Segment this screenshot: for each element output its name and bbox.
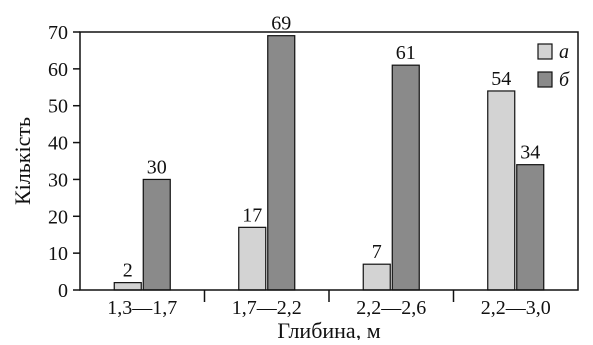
x-tick-label: 2,2—3,0: [481, 297, 551, 319]
data-label: 7: [372, 241, 382, 263]
y-tick-label: 40: [48, 133, 68, 155]
bar-series-b: [391, 64, 420, 291]
bar-series-a: [113, 282, 142, 291]
x-axis-title: Глибина, м: [277, 318, 380, 340]
data-label: 2: [123, 260, 133, 282]
x-axis: 1,3—1,7 1,7—2,2 2,2—2,6 2,2—3,0: [107, 290, 551, 319]
legend-label: а: [559, 41, 569, 63]
data-label: 54: [491, 68, 511, 90]
legend: аб: [537, 41, 570, 91]
data-label: 61: [396, 42, 416, 64]
x-tick-label: 1,3—1,7: [107, 297, 177, 319]
y-tick-label: 10: [48, 243, 68, 265]
y-tick-label: 70: [48, 22, 68, 44]
x-tick-label: 1,7—2,2: [232, 297, 302, 319]
data-label: 17: [242, 204, 262, 226]
y-tick-label: 20: [48, 206, 68, 228]
x-tick-label: 2,2—2,6: [356, 297, 426, 319]
legend-swatch: [537, 71, 553, 88]
bar-series-a: [487, 90, 516, 291]
y-tick-label: 30: [48, 169, 68, 191]
y-axis: 0 10 20 30 40 50 60 70: [48, 22, 80, 302]
legend-label: б: [559, 69, 570, 91]
bar-series-b: [267, 35, 296, 291]
legend-swatch: [537, 43, 553, 60]
value-labels-group: 2 17 7 54 30 69 61 34: [123, 13, 541, 282]
y-tick-label: 0: [58, 280, 68, 302]
data-label: 69: [271, 13, 291, 35]
bar-series-b: [142, 178, 171, 291]
data-label: 30: [147, 156, 167, 178]
bar-series-b: [516, 164, 545, 291]
y-tick-label: 60: [48, 59, 68, 81]
y-tick-label: 50: [48, 96, 68, 118]
bars-group: [113, 35, 545, 291]
bar-series-a: [238, 226, 267, 291]
plot-frame: [79, 31, 579, 291]
bar-series-a: [362, 263, 391, 291]
data-label: 34: [520, 142, 540, 164]
y-axis-title: Кількість: [10, 117, 35, 205]
